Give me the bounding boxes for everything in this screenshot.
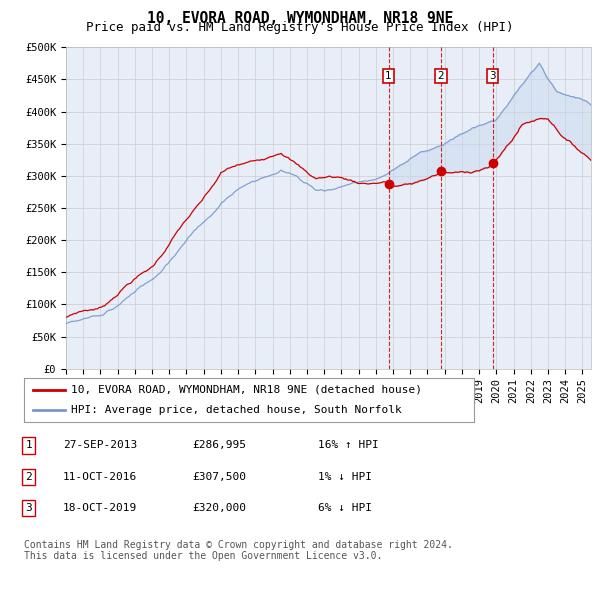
Text: 1: 1 bbox=[25, 441, 32, 450]
Text: 2: 2 bbox=[437, 71, 444, 81]
Text: 27-SEP-2013: 27-SEP-2013 bbox=[63, 441, 137, 450]
Text: 1% ↓ HPI: 1% ↓ HPI bbox=[318, 472, 372, 481]
Text: 11-OCT-2016: 11-OCT-2016 bbox=[63, 472, 137, 481]
Text: 3: 3 bbox=[25, 503, 32, 513]
Text: 6% ↓ HPI: 6% ↓ HPI bbox=[318, 503, 372, 513]
Text: £320,000: £320,000 bbox=[192, 503, 246, 513]
Text: 3: 3 bbox=[490, 71, 496, 81]
Text: 16% ↑ HPI: 16% ↑ HPI bbox=[318, 441, 379, 450]
Text: £307,500: £307,500 bbox=[192, 472, 246, 481]
Text: 1: 1 bbox=[385, 71, 392, 81]
Text: £286,995: £286,995 bbox=[192, 441, 246, 450]
Text: 2: 2 bbox=[25, 472, 32, 481]
Text: 18-OCT-2019: 18-OCT-2019 bbox=[63, 503, 137, 513]
Text: Contains HM Land Registry data © Crown copyright and database right 2024.
This d: Contains HM Land Registry data © Crown c… bbox=[24, 540, 453, 562]
Text: 10, EVORA ROAD, WYMONDHAM, NR18 9NE: 10, EVORA ROAD, WYMONDHAM, NR18 9NE bbox=[147, 11, 453, 25]
Text: Price paid vs. HM Land Registry's House Price Index (HPI): Price paid vs. HM Land Registry's House … bbox=[86, 21, 514, 34]
Text: 10, EVORA ROAD, WYMONDHAM, NR18 9NE (detached house): 10, EVORA ROAD, WYMONDHAM, NR18 9NE (det… bbox=[71, 385, 422, 395]
Text: HPI: Average price, detached house, South Norfolk: HPI: Average price, detached house, Sout… bbox=[71, 405, 402, 415]
